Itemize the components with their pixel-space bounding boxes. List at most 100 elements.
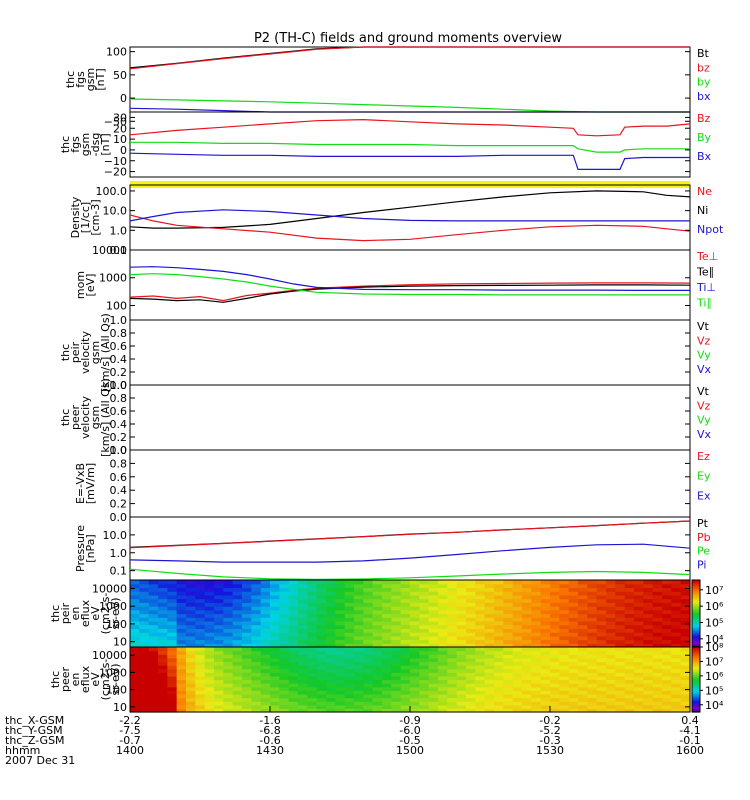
heatmap-cell	[260, 672, 271, 677]
heatmap-cell	[232, 624, 243, 629]
heatmap-cell	[484, 665, 495, 670]
heatmap-cell	[512, 598, 523, 603]
heatmap-cell	[232, 598, 243, 603]
heatmap-cell	[550, 613, 560, 618]
y-axis-label-line: fgs	[69, 136, 82, 153]
heatmap-cell	[372, 679, 383, 684]
heatmap-cell	[466, 624, 476, 629]
heatmap-cell	[428, 587, 439, 592]
heatmap-cell	[344, 683, 355, 688]
heatmap-cell	[223, 632, 234, 637]
heatmap-cell	[671, 686, 682, 691]
heatmap-cell	[503, 639, 514, 644]
colorbar-cell	[692, 623, 700, 626]
heatmap-cell	[251, 628, 262, 633]
heatmap-cell	[456, 628, 467, 633]
legend-entry: Ex	[697, 489, 711, 502]
heatmap-cell	[615, 591, 626, 596]
heatmap-cell	[158, 639, 168, 644]
heatmap-cell	[288, 617, 299, 622]
heatmap-cell	[391, 635, 402, 641]
heatmap-cell	[354, 613, 364, 618]
heatmap-cell	[176, 690, 187, 695]
heatmap-cell	[195, 620, 206, 626]
heatmap-cell	[344, 620, 355, 626]
heatmap-cell	[158, 697, 168, 702]
heatmap-cell	[550, 650, 560, 655]
colorbar-cell	[692, 658, 700, 661]
heatmap-cell	[578, 632, 588, 637]
heatmap-cell	[652, 654, 663, 659]
heatmap-cell	[671, 606, 682, 611]
heatmap-cell	[186, 609, 196, 615]
heatmap-cell	[438, 624, 448, 629]
heatmap-cell	[288, 624, 299, 629]
heatmap-cell	[475, 609, 486, 615]
heatmap-cell	[652, 591, 663, 596]
heatmap-cell	[195, 665, 206, 670]
y-axis-label-line: thc	[49, 671, 62, 688]
heatmap-cell	[391, 647, 402, 652]
y-axis-label: mom[eV]	[74, 271, 97, 299]
heatmap-cell	[195, 594, 206, 600]
heatmap-cell	[232, 635, 243, 641]
heatmap-cell	[559, 679, 570, 684]
heatmap-cell	[260, 643, 271, 648]
heatmap-cell	[176, 609, 187, 615]
heatmap-cell	[512, 613, 523, 618]
heatmap-cell	[288, 679, 299, 684]
heatmap-cell	[652, 675, 663, 681]
heatmap-cell	[456, 620, 467, 626]
heatmap-cell	[578, 704, 588, 709]
legend-entry: Vt	[697, 385, 710, 398]
heatmap-cell	[643, 675, 654, 681]
heatmap-cell	[232, 697, 243, 702]
heatmap-cell	[186, 617, 196, 622]
y-axis-label-line: [nPa]	[84, 534, 97, 562]
y-axis-label-line: -dsg	[89, 133, 102, 157]
heatmap-cell	[438, 632, 448, 637]
heatmap-cell	[232, 657, 243, 663]
heatmap-cell	[148, 591, 159, 596]
heatmap-cell	[643, 643, 654, 648]
heatmap-cell	[522, 628, 532, 633]
heatmap-cell	[606, 620, 616, 626]
heatmap-cell	[335, 602, 346, 607]
heatmap-cell	[204, 690, 215, 695]
heatmap-cell	[447, 693, 458, 699]
heatmap-cell	[428, 647, 439, 652]
heatmap-cell	[447, 624, 458, 629]
legend-entry: Pi	[697, 558, 706, 571]
heatmap-cell	[148, 613, 159, 618]
heatmap-cell	[634, 672, 644, 677]
heatmap-cell	[372, 643, 383, 648]
heatmap-cell	[652, 708, 663, 713]
heatmap-cell	[242, 587, 252, 592]
heatmap-cell	[419, 650, 430, 655]
heatmap-cell	[335, 617, 346, 622]
heatmap-cell	[652, 683, 663, 688]
heatmap-cell	[606, 617, 616, 622]
heatmap-cell	[298, 668, 308, 673]
heatmap-cell	[363, 620, 374, 626]
heatmap-cell	[298, 635, 308, 641]
heatmap-cell	[167, 690, 178, 695]
heatmap-cell	[494, 668, 504, 673]
heatmap-cell	[559, 609, 570, 615]
heatmap-cell	[326, 583, 336, 589]
heatmap-cell	[260, 665, 271, 670]
heatmap-cell	[344, 587, 355, 592]
heatmap-cell	[410, 594, 420, 600]
heatmap-cell	[195, 661, 206, 666]
heatmap-cell	[578, 657, 588, 663]
heatmap-cell	[671, 654, 682, 659]
heatmap-cell	[139, 620, 150, 626]
heatmap-cell	[316, 650, 327, 655]
heatmap-cell	[596, 690, 607, 695]
heatmap-cell	[550, 624, 560, 629]
colorbar-cell	[692, 616, 700, 620]
heatmap-cell	[494, 628, 504, 633]
heatmap-cell	[176, 697, 187, 702]
heatmap-cell	[596, 639, 607, 644]
